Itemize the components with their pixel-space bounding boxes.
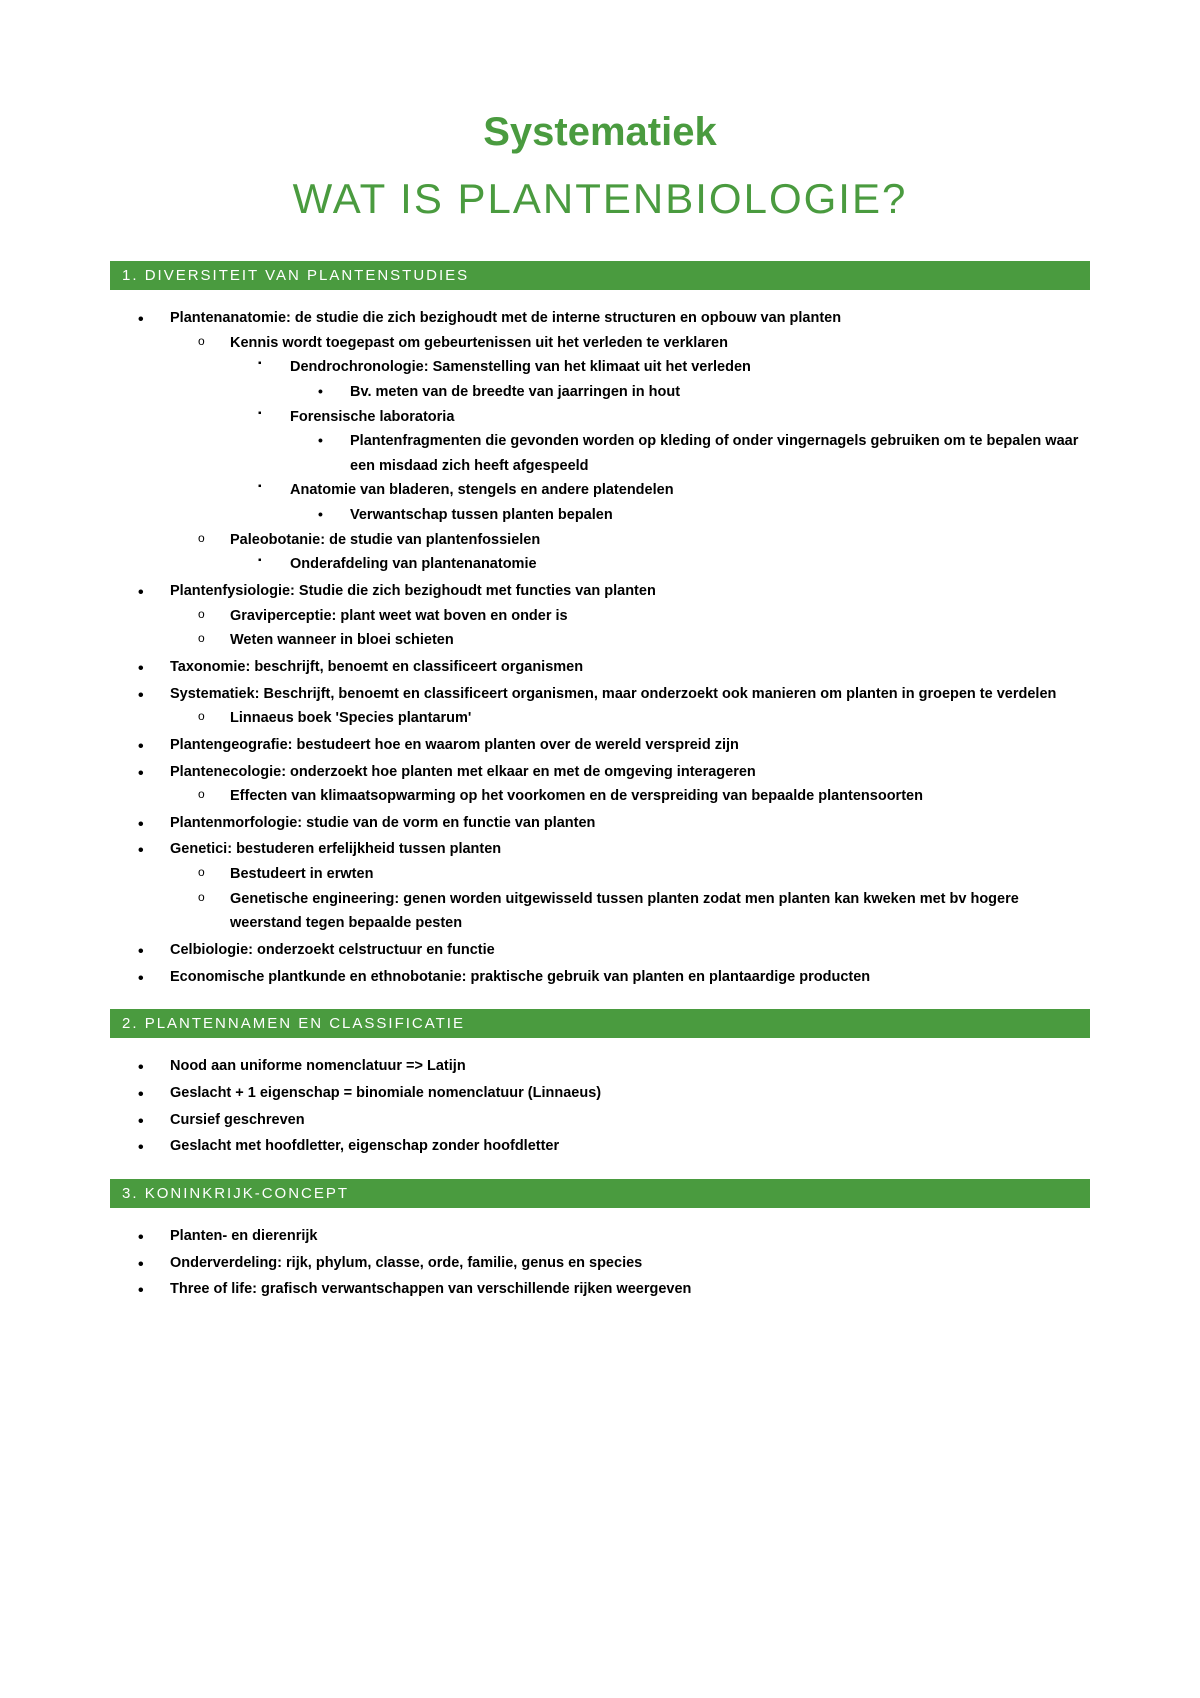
list-item-text: Paleobotanie: de studie van plantenfossi… [230,532,540,548]
list-item: Effecten van klimaatsopwarming op het vo… [170,784,1090,809]
page-title: Systematiek [110,110,1090,155]
list-item-text: Graviperceptie: plant weet wat boven en … [230,608,568,624]
section-heading-bar: 1. DIVERSITEIT VAN PLANTENSTUDIES [110,261,1090,290]
bullet-list-level-3: Verwantschap tussen planten bepalen [290,503,1090,528]
list-item: Planten- en dierenrijk [110,1224,1090,1249]
section-number: 3. [122,1185,145,1202]
list-item-text: Weten wanneer in bloei schieten [230,632,454,648]
list-item: Systematiek: Beschrijft, benoemt en clas… [110,682,1090,731]
list-item: Plantengeografie: bestudeert hoe en waar… [110,733,1090,758]
list-item-text: Effecten van klimaatsopwarming op het vo… [230,788,923,804]
list-item: Paleobotanie: de studie van plantenfossi… [170,528,1090,577]
bullet-list-level-1: Graviperceptie: plant weet wat boven en … [170,604,1090,653]
list-item-text: Systematiek: Beschrijft, benoemt en clas… [170,686,1056,702]
list-item-text: Onderverdeling: rijk, phylum, classe, or… [170,1255,642,1271]
list-item-text: Bestudeert in erwten [230,866,373,882]
list-item-text: Plantenmorfologie: studie van de vorm en… [170,815,595,831]
list-item: Dendrochronologie: Samenstelling van het… [230,355,1090,404]
bullet-list-level-1: Linnaeus boek 'Species plantarum' [170,706,1090,731]
list-item: Geslacht + 1 eigenschap = binomiale nome… [110,1081,1090,1106]
section-heading-bar: 2. PLANTENNAMEN EN CLASSIFICATIE [110,1009,1090,1038]
list-item: Plantenfysiologie: Studie die zich bezig… [110,579,1090,653]
sections-container: 1. DIVERSITEIT VAN PLANTENSTUDIES Planten… [110,261,1090,1302]
list-item: Graviperceptie: plant weet wat boven en … [170,604,1090,629]
list-item-text: Kennis wordt toegepast om gebeurtenissen… [230,335,728,351]
list-item: Weten wanneer in bloei schieten [170,628,1090,653]
list-item-text: Plantenecologie: onderzoekt hoe planten … [170,764,756,780]
list-item-text: Celbiologie: onderzoekt celstructuur en … [170,942,495,958]
list-item-text: Genetische engineering: genen worden uit… [230,891,1019,932]
list-item: Genetische engineering: genen worden uit… [170,887,1090,936]
list-item: Bestudeert in erwten [170,862,1090,887]
bullet-list-level-2: Dendrochronologie: Samenstelling van het… [230,355,1090,527]
bullet-list-level-0: Plantenanatomie: de studie die zich bezi… [110,306,1090,989]
list-item: Plantenfragmenten die gevonden worden op… [290,429,1090,478]
list-item-text: Verwantschap tussen planten bepalen [350,507,613,523]
list-item: Cursief geschreven [110,1108,1090,1133]
list-item: Plantenmorfologie: studie van de vorm en… [110,811,1090,836]
list-item: Anatomie van bladeren, stengels en ander… [230,478,1090,527]
list-item-text: Anatomie van bladeren, stengels en ander… [290,482,674,498]
list-item: Onderafdeling van plantenanatomie [230,552,1090,577]
list-item: Plantenanatomie: de studie die zich bezi… [110,306,1090,577]
list-item-text: Bv. meten van de breedte van jaarringen … [350,384,680,400]
list-item: Nood aan uniforme nomenclatuur => Latijn [110,1054,1090,1079]
bullet-list-level-3: Bv. meten van de breedte van jaarringen … [290,380,1090,405]
list-item: Verwantschap tussen planten bepalen [290,503,1090,528]
section-heading-text: PLANTENNAMEN EN CLASSIFICATIE [145,1015,465,1032]
list-item: Celbiologie: onderzoekt celstructuur en … [110,938,1090,963]
list-item-text: Geslacht + 1 eigenschap = binomiale nome… [170,1085,601,1101]
section-heading-bar: 3. KONINKRIJK-CONCEPT [110,1179,1090,1208]
list-item: Economische plantkunde en ethnobotanie: … [110,965,1090,990]
bullet-list-level-1: Kennis wordt toegepast om gebeurtenissen… [170,331,1090,577]
list-item: Kennis wordt toegepast om gebeurtenissen… [170,331,1090,528]
bullet-list-level-3: Plantenfragmenten die gevonden worden op… [290,429,1090,478]
list-item-text: Three of life: grafisch verwantschappen … [170,1281,691,1297]
list-item-text: Onderafdeling van plantenanatomie [290,556,537,572]
list-item-text: Genetici: bestuderen erfelijkheid tussen… [170,841,501,857]
list-item-text: Geslacht met hoofdletter, eigenschap zon… [170,1138,559,1154]
list-item-text: Cursief geschreven [170,1112,305,1128]
bullet-list-level-1: Effecten van klimaatsopwarming op het vo… [170,784,1090,809]
list-item: Onderverdeling: rijk, phylum, classe, or… [110,1251,1090,1276]
list-item-text: Plantenfysiologie: Studie die zich bezig… [170,583,656,599]
list-item: Linnaeus boek 'Species plantarum' [170,706,1090,731]
list-item-text: Plantengeografie: bestudeert hoe en waar… [170,737,739,753]
list-item-text: Linnaeus boek 'Species plantarum' [230,710,471,726]
list-item-text: Planten- en dierenrijk [170,1228,317,1244]
list-item: Taxonomie: beschrijft, benoemt en classi… [110,655,1090,680]
section-number: 2. [122,1015,145,1032]
bullet-list-level-2: Onderafdeling van plantenanatomie [230,552,1090,577]
list-item-text: Economische plantkunde en ethnobotanie: … [170,969,870,985]
list-item: Three of life: grafisch verwantschappen … [110,1277,1090,1302]
list-item-text: Plantenfragmenten die gevonden worden op… [350,433,1078,474]
section-number: 1. [122,267,145,284]
page-subtitle: WAT IS PLANTENBIOLOGIE? [110,175,1090,223]
bullet-list-level-0: Planten- en dierenrijk Onderverdeling: ri… [110,1224,1090,1302]
list-item: Forensische laboratoria Plantenfragmenten… [230,405,1090,479]
list-item-text: Forensische laboratoria [290,409,454,425]
list-item-text: Nood aan uniforme nomenclatuur => Latijn [170,1058,466,1074]
list-item: Geslacht met hoofdletter, eigenschap zon… [110,1134,1090,1159]
list-item-text: Taxonomie: beschrijft, benoemt en classi… [170,659,583,675]
list-item: Plantenecologie: onderzoekt hoe planten … [110,760,1090,809]
list-item-text: Dendrochronologie: Samenstelling van het… [290,359,751,375]
list-item-text: Plantenanatomie: de studie die zich bezi… [170,310,841,326]
section-heading-text: DIVERSITEIT VAN PLANTENSTUDIES [145,267,470,284]
list-item: Genetici: bestuderen erfelijkheid tussen… [110,837,1090,936]
bullet-list-level-0: Nood aan uniforme nomenclatuur => Latijn… [110,1054,1090,1159]
section-heading-text: KONINKRIJK-CONCEPT [145,1185,349,1202]
bullet-list-level-1: Bestudeert in erwten Genetische engineeri… [170,862,1090,936]
list-item: Bv. meten van de breedte van jaarringen … [290,380,1090,405]
